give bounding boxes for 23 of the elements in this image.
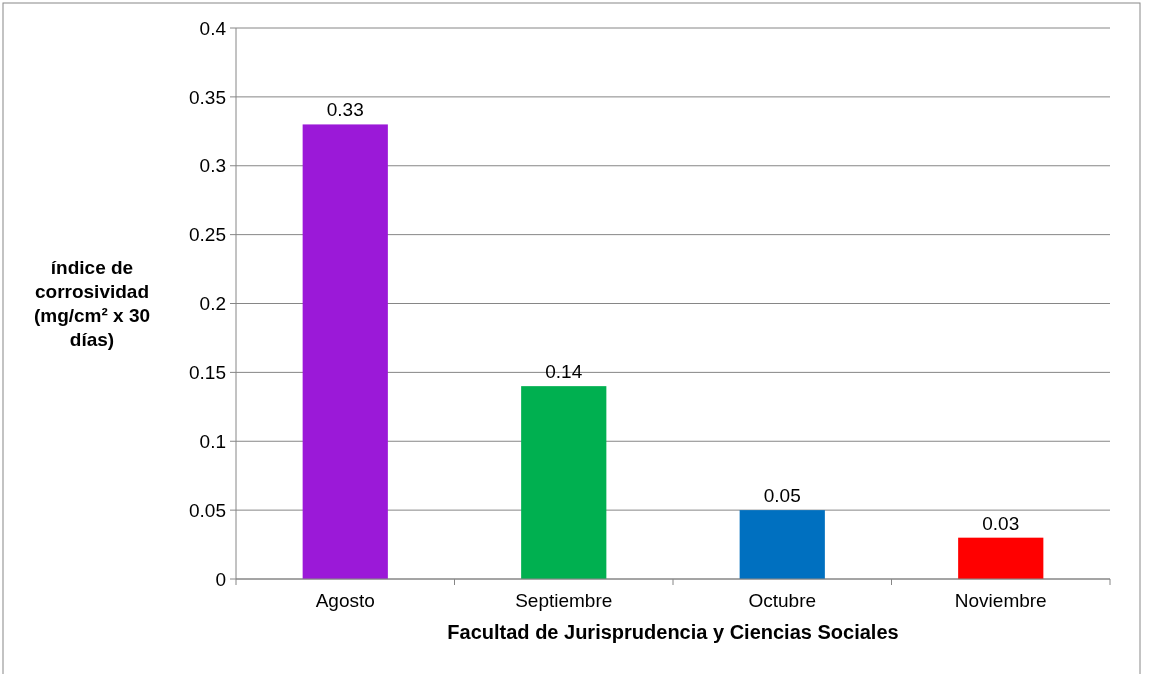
x-axis-title: Facultad de Jurisprudencia y Ciencias Sociales (447, 621, 899, 643)
x-tick-label: Octubre (748, 590, 817, 611)
y-tick-label: 0.2 (199, 293, 226, 315)
data-label: 0.33 (326, 99, 364, 121)
data-label: 0.14 (545, 361, 583, 383)
bar (739, 510, 825, 579)
x-tick-label: Agosto (315, 590, 375, 611)
y-tick-label: 0.4 (199, 17, 227, 39)
x-tick-label: Septiembre (515, 590, 613, 611)
y-tick-label: 0.1 (199, 430, 226, 452)
bar (302, 124, 388, 579)
y-tick-label: 0.3 (199, 155, 226, 177)
y-tick-label: 0.35 (189, 86, 226, 108)
y-tick-label: 0 (215, 568, 226, 590)
data-label: 0.05 (763, 485, 801, 507)
y-tick-label: 0.05 (189, 499, 226, 521)
x-tick-label: Noviembre (954, 590, 1047, 611)
data-label: 0.03 (982, 512, 1020, 534)
bar (958, 537, 1044, 579)
bar (521, 386, 607, 579)
y-tick-label: 0.25 (189, 224, 226, 246)
y-tick-label: 0.15 (189, 362, 226, 384)
y-axis-title: índice de corrosividad (mg/cm² x 30 días) (33, 257, 151, 351)
